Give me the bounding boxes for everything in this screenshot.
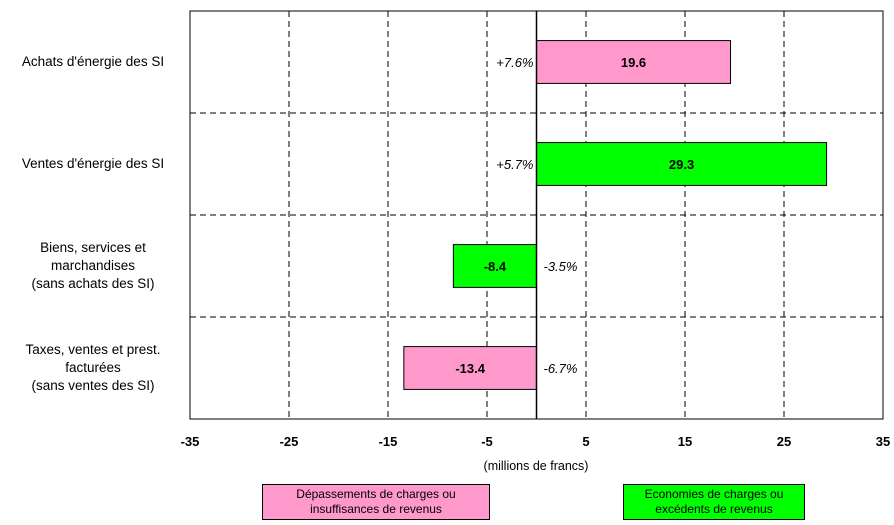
legend-item: Dépassements de charges ou insuffisances … (262, 484, 490, 520)
x-axis-label: (millions de francs) (484, 459, 589, 473)
x-tick-label: 5 (582, 434, 589, 449)
x-tick-label: 35 (876, 434, 890, 449)
x-tick-label: 15 (678, 434, 692, 449)
bar (536, 40, 732, 84)
x-tick-labels: -35 -25 -15 -5 5 15 25 35 (181, 434, 891, 449)
bar-percent-label: -6.7% (544, 361, 578, 376)
bar-value-label: 29.3 (669, 157, 694, 172)
bar-percent-label: +5.7% (496, 157, 533, 172)
x-tick-label: -35 (181, 434, 200, 449)
bar-percent-label: +7.6% (496, 55, 533, 70)
legend-item: Economies de charges ou excédents de reve… (623, 484, 805, 520)
category-label: Ventes d'énergie des SI (21, 156, 165, 171)
bar-value-label: -8.4 (484, 259, 507, 274)
bar-value-label: -13.4 (455, 361, 485, 376)
grid-lines (190, 11, 883, 419)
category-label: Biens, services et marchandises (sans acha… (31, 240, 155, 291)
bar (536, 142, 828, 186)
category-label: Achats d'énergie des SI (21, 54, 165, 69)
x-tick-label: -15 (379, 434, 398, 449)
category-label: Taxes, ventes et prest. facturées (sans ve… (25, 342, 161, 393)
bar (403, 346, 537, 390)
bar-percent-label: -3.5% (544, 259, 578, 274)
bar-value-label: 19.6 (621, 55, 646, 70)
x-tick-label: 25 (777, 434, 791, 449)
bar (452, 244, 537, 288)
bars: 19.6 +7.6% 29.3 +5.7% -8.4 -3.5% -13.4 -6.7% (403, 40, 828, 390)
x-tick-label: -5 (481, 434, 493, 449)
x-tick-label: -25 (280, 434, 299, 449)
